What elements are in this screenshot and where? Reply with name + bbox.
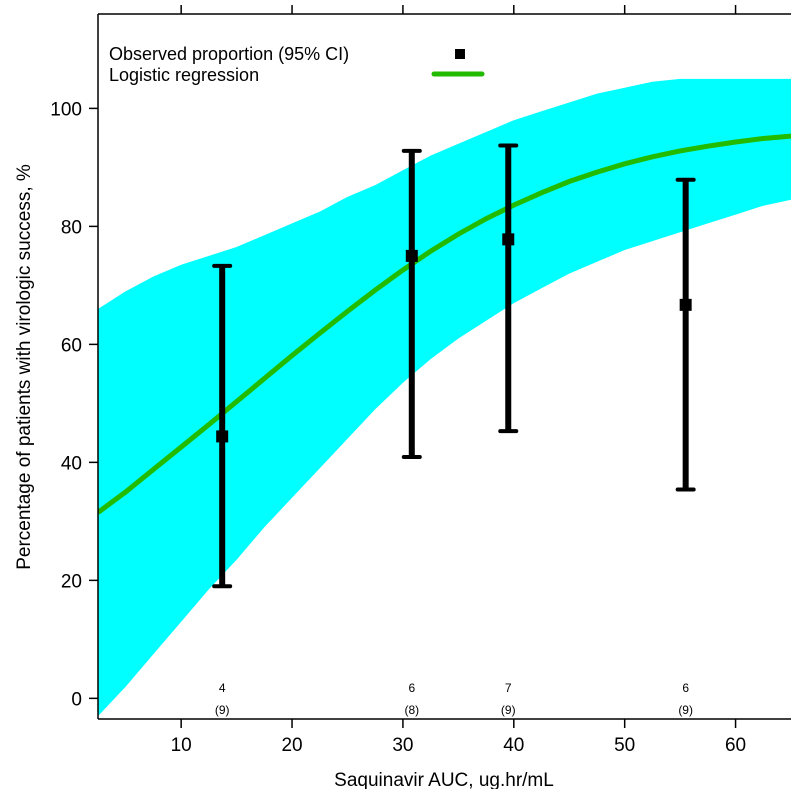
y-axis-ticks: 0 20 40 60 80 100 (50, 99, 98, 710)
observed-point-4 (675, 177, 696, 492)
y-axis-title: Percentage of patients with virologic su… (14, 164, 35, 570)
top-axis-ticks (180, 5, 737, 14)
x-axis-ticks: 10 20 30 40 50 60 (171, 719, 746, 756)
sample-size-label: (8) (404, 703, 419, 717)
y-tick-label: 60 (61, 335, 82, 356)
observed-proportion-marker (405, 249, 418, 262)
legend-label-observed: Observed proportion (95% CI) (109, 44, 349, 64)
y-tick-label: 80 (61, 217, 82, 238)
y-tick-label: 20 (61, 571, 82, 592)
x-tick-label: 40 (503, 735, 524, 756)
logistic-regression-curve (98, 133, 791, 515)
x-tick-label: 10 (171, 735, 192, 756)
legend-symbol-square (455, 49, 465, 59)
x-tick-label: 30 (392, 735, 413, 756)
y-tick-label: 40 (61, 453, 82, 474)
confidence-band (98, 78, 791, 717)
legend-label-logistic: Logistic regression (109, 65, 259, 85)
x-tick-label: 20 (281, 735, 302, 756)
observed-point-3 (498, 143, 519, 434)
success-count-label: 6 (682, 681, 689, 695)
observed-proportion-marker (679, 298, 692, 311)
success-count-label: 7 (505, 681, 512, 695)
success-count-label: 4 (219, 681, 226, 695)
sample-size-label: (9) (501, 703, 516, 717)
legend: Observed proportion (95% CI) Logistic re… (109, 44, 485, 85)
observed-point-2 (401, 148, 422, 460)
success-count-label: 6 (408, 681, 415, 695)
observed-point-1 (212, 263, 233, 589)
observed-proportion-marker (502, 233, 515, 246)
observed-points-group (212, 143, 696, 589)
x-tick-label: 60 (725, 735, 746, 756)
sample-size-label: (9) (678, 703, 693, 717)
sample-size-label: (9) (215, 703, 230, 717)
x-axis-title: Saquinavir AUC, ug.hr/mL (334, 770, 554, 789)
count-labels-group: 4 (9) 6 (8) 7 (9) 6 (9) (215, 681, 693, 717)
x-tick-label: 50 (614, 735, 635, 756)
observed-proportion-marker (216, 430, 229, 443)
y-tick-label: 100 (50, 99, 82, 120)
plot-area (98, 78, 791, 717)
y-tick-label: 0 (71, 689, 82, 710)
